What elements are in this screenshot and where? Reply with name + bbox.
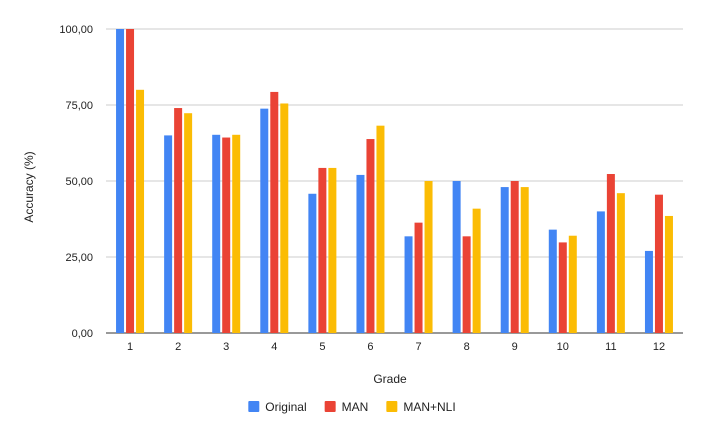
- x-tick-label: 7: [415, 341, 421, 353]
- bar-original-grade-2: [164, 135, 173, 333]
- x-axis-title: Grade: [373, 372, 407, 386]
- bar-man-nli-grade-12: [664, 215, 673, 333]
- bar-man-grade-11: [606, 174, 615, 333]
- gridlines: [106, 28, 683, 334]
- bar-man-grade-5: [318, 167, 327, 333]
- legend-swatch: [248, 401, 260, 412]
- y-axis-ticks: 0,00 25,00 50,00 75,00 100,00: [59, 24, 93, 340]
- bar-man-grade-6: [366, 139, 375, 333]
- bar-man-grade-2: [174, 108, 183, 333]
- bar-man-nli-grade-8: [472, 208, 481, 333]
- bar-man-grade-1: [126, 29, 135, 333]
- bar-man-nli-grade-4: [280, 103, 289, 333]
- bar-original-grade-5: [308, 193, 317, 333]
- legend-label: Original: [265, 400, 306, 414]
- x-tick-label: 12: [653, 341, 665, 353]
- y-tick-label: 50,00: [65, 176, 93, 188]
- bar-man-nli-grade-6: [376, 125, 385, 333]
- y-tick-label: 0,00: [72, 328, 93, 340]
- x-tick-label: 8: [464, 341, 470, 353]
- bar-original-grade-1: [116, 29, 125, 333]
- bar-man-grade-10: [558, 242, 567, 333]
- bar-original-grade-6: [356, 174, 365, 333]
- y-tick-label: 100,00: [59, 24, 93, 36]
- legend-swatch: [386, 401, 398, 412]
- bar-original-grade-8: [452, 181, 461, 333]
- bar-man-nli-grade-5: [328, 167, 337, 333]
- bar-man-grade-7: [414, 222, 423, 333]
- x-tick-label: 1: [127, 341, 133, 353]
- y-tick-label: 25,00: [65, 252, 93, 264]
- y-tick-label: 75,00: [65, 100, 93, 112]
- bar-man-grade-4: [270, 91, 279, 333]
- x-tick-label: 6: [367, 341, 373, 353]
- bar-man-grade-3: [222, 137, 231, 333]
- x-tick-label: 5: [319, 341, 325, 353]
- bar-original-grade-11: [596, 211, 605, 333]
- bar-man-grade-12: [654, 194, 663, 333]
- legend-swatch: [324, 401, 336, 412]
- x-axis-ticks: 1 2 3 4 5 6 7 8 9 10 11 12: [127, 341, 665, 353]
- x-tick-label: 3: [223, 341, 229, 353]
- bar-man-grade-9: [510, 181, 519, 333]
- x-tick-label: 9: [512, 341, 518, 353]
- y-axis-title: Accuracy (%): [22, 151, 36, 222]
- bar-man-nli-grade-11: [616, 193, 625, 333]
- legend-item-man: MAN: [324, 400, 369, 414]
- bar-original-grade-3: [212, 134, 221, 333]
- legend-item-original: Original: [248, 400, 307, 414]
- x-tick-label: 2: [175, 341, 181, 353]
- legend-label: MAN+NLI: [403, 400, 455, 414]
- bar-man-nli-grade-2: [184, 113, 193, 333]
- legend-item-man-nli: MAN+NLI: [386, 400, 456, 414]
- bar-original-grade-7: [404, 236, 413, 333]
- bar-man-nli-grade-7: [424, 181, 433, 333]
- legend: Original MAN MAN+NLI: [248, 400, 456, 414]
- bar-man-nli-grade-3: [232, 134, 241, 333]
- bar-original-grade-4: [260, 108, 269, 333]
- bar-man-nli-grade-10: [568, 235, 577, 333]
- x-tick-label: 10: [557, 341, 569, 353]
- bar-man-nli-grade-1: [136, 89, 145, 333]
- bar-original-grade-12: [644, 250, 653, 333]
- bars: [116, 29, 673, 333]
- bar-man-grade-8: [462, 236, 471, 333]
- x-tick-label: 4: [271, 341, 277, 353]
- legend-label: MAN: [342, 400, 369, 414]
- bar-original-grade-10: [548, 229, 557, 333]
- x-tick-label: 11: [605, 341, 616, 353]
- bar-man-nli-grade-9: [520, 187, 529, 333]
- bar-original-grade-9: [500, 187, 509, 333]
